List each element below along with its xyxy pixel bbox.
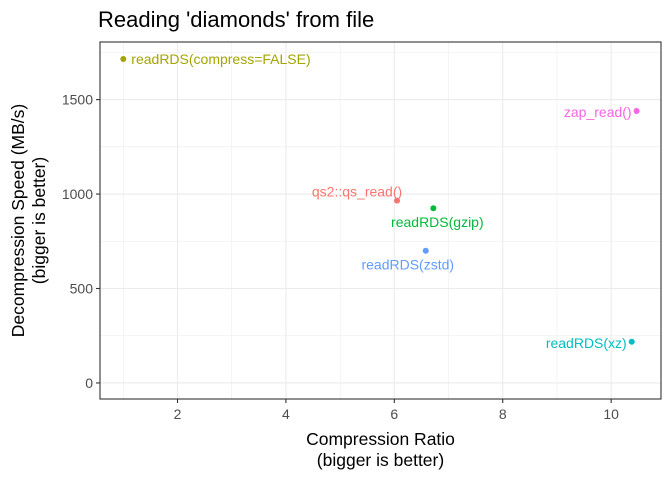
plot-panel: readRDS(compress=FALSE)zap_read()qs2::qs… bbox=[99, 41, 662, 400]
point-labels: readRDS(compress=FALSE)zap_read()qs2::qs… bbox=[131, 51, 631, 351]
x-tick-label: 10 bbox=[603, 406, 619, 422]
major-gridlines bbox=[100, 42, 661, 399]
data-point bbox=[628, 338, 635, 345]
data-point-label: readRDS(compress=FALSE) bbox=[131, 51, 310, 67]
minor-gridlines bbox=[100, 42, 661, 399]
x-axis-title-line1: Compression Ratio bbox=[306, 429, 455, 449]
data-points bbox=[120, 56, 640, 345]
chart-title: Reading 'diamonds' from file bbox=[98, 7, 374, 32]
data-point bbox=[394, 197, 401, 204]
data-point-label: qs2::qs_read() bbox=[312, 184, 402, 200]
x-tick-label: 6 bbox=[390, 406, 398, 422]
panel-border bbox=[99, 41, 662, 400]
y-tick-label: 0 bbox=[85, 375, 93, 391]
y-axis-title-line2: (bigger is better) bbox=[29, 157, 49, 284]
y-tick-label: 1500 bbox=[62, 92, 93, 108]
data-point bbox=[633, 107, 640, 114]
y-axis-title-line1: Decompression Speed (MB/s) bbox=[8, 104, 28, 337]
x-tick-label: 8 bbox=[499, 406, 507, 422]
y-tick-label: 500 bbox=[70, 281, 94, 297]
y-tick-label: 1000 bbox=[62, 186, 93, 202]
data-point bbox=[422, 247, 429, 254]
x-tick-label: 2 bbox=[174, 406, 182, 422]
data-point-label: readRDS(zstd) bbox=[361, 257, 454, 273]
data-point-label: readRDS(xz) bbox=[546, 335, 627, 351]
data-point bbox=[120, 56, 127, 62]
data-point-label: readRDS(gzip) bbox=[391, 214, 484, 230]
y-axis: 0 500 1000 1500 bbox=[62, 92, 100, 391]
x-axis: 2 4 6 8 10 bbox=[174, 399, 619, 422]
x-tick-label: 4 bbox=[282, 406, 290, 422]
data-point-label: zap_read() bbox=[564, 104, 632, 120]
x-axis-title-line2: (bigger is better) bbox=[317, 450, 444, 470]
data-point bbox=[430, 205, 437, 212]
